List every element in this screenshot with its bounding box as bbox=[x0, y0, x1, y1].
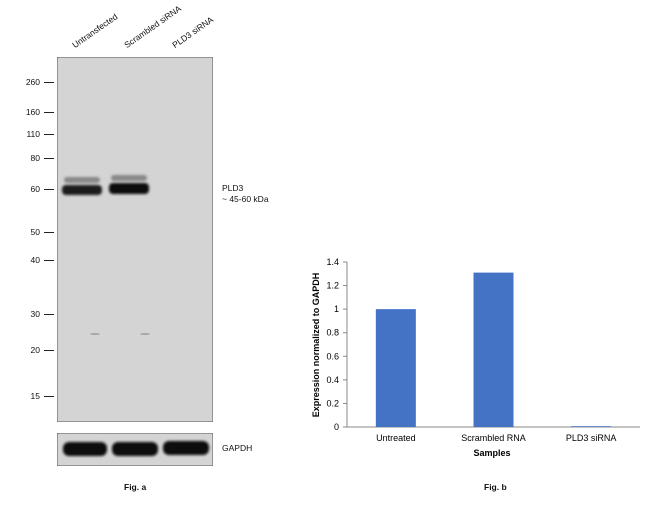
mw-tick-40 bbox=[44, 260, 54, 261]
lane-label-untransfected: Untransfected bbox=[70, 11, 120, 50]
mw-marker-40: 40 bbox=[30, 255, 40, 265]
chart-category-labels: Untreated Scrambled RNA PLD3 siRNA bbox=[376, 433, 616, 443]
chart-y-tick-label: 0.8 bbox=[326, 328, 339, 338]
mw-marker-260: 260 bbox=[25, 77, 40, 87]
chart-bars bbox=[375, 272, 612, 427]
mw-tick-15 bbox=[44, 396, 54, 397]
bar-chart: 0 0.2 0.4 0.6 0.8 1 1.2 1.4 Untreated Scrambled … bbox=[311, 257, 640, 458]
chart-y-axis-label: Expression normalized to GAPDH bbox=[311, 273, 321, 418]
gapdh-blot bbox=[57, 433, 213, 466]
pld3-band-untransfected bbox=[62, 177, 102, 195]
gapdh-band-1 bbox=[63, 442, 107, 456]
chart-category-label: PLD3 siRNA bbox=[566, 433, 617, 443]
mw-marker-30: 30 bbox=[30, 309, 40, 319]
chart-y-tick-label: 1.4 bbox=[326, 257, 339, 267]
mw-marker-110: 110 bbox=[26, 129, 40, 139]
mw-tick-110 bbox=[44, 134, 54, 135]
chart-category-label: Untreated bbox=[376, 433, 416, 443]
pld3-band-scrambled bbox=[109, 175, 149, 194]
chart-category-label: Scrambled RNA bbox=[461, 433, 526, 443]
mw-tick-30 bbox=[44, 314, 54, 315]
mw-marker-160: 160 bbox=[25, 107, 40, 117]
chart-y-tick-label: 1 bbox=[334, 304, 339, 314]
gapdh-band-2 bbox=[112, 442, 158, 456]
mw-marker-50: 50 bbox=[30, 227, 40, 237]
chart-y-tick-label: 0.4 bbox=[326, 375, 339, 385]
chart-y-tick-label: 0.6 bbox=[326, 351, 339, 361]
band-label: PLD3 ~ 45-60 kDa bbox=[222, 183, 269, 205]
mw-marker-15: 15 bbox=[30, 391, 40, 401]
mw-tick-20 bbox=[44, 350, 54, 351]
mw-tick-50 bbox=[44, 232, 54, 233]
mw-tick-260 bbox=[44, 82, 54, 83]
blot-membrane bbox=[57, 57, 213, 422]
mw-marker-80: 80 bbox=[30, 153, 40, 163]
band-label-protein: PLD3 bbox=[222, 183, 244, 193]
caption-fig-a: Fig. a bbox=[124, 482, 147, 492]
gapdh-band-3 bbox=[163, 441, 209, 455]
loading-control-label: GAPDH bbox=[222, 443, 253, 453]
lane-label-pld3-sirna: PLD3 siRNA bbox=[170, 14, 216, 50]
chart-x-axis-label: Samples bbox=[473, 448, 510, 458]
mw-tick-60 bbox=[44, 189, 54, 190]
mw-tick-160 bbox=[44, 112, 54, 113]
chart-bar bbox=[571, 426, 612, 427]
chart-y-tick-label: 0.2 bbox=[326, 398, 339, 408]
chart-y-tick-label: 1.2 bbox=[326, 281, 339, 291]
band-label-size: ~ 45-60 kDa bbox=[222, 194, 269, 204]
chart-bar bbox=[375, 309, 416, 427]
mw-marker-20: 20 bbox=[30, 345, 40, 355]
mw-tick-80 bbox=[44, 158, 54, 159]
chart-y-ticks: 0 0.2 0.4 0.6 0.8 1 1.2 1.4 bbox=[326, 257, 347, 432]
mw-marker-60: 60 bbox=[30, 184, 40, 194]
chart-y-tick-label: 0 bbox=[334, 422, 339, 432]
chart-bar bbox=[473, 272, 514, 427]
caption-fig-b: Fig. b bbox=[484, 482, 507, 492]
